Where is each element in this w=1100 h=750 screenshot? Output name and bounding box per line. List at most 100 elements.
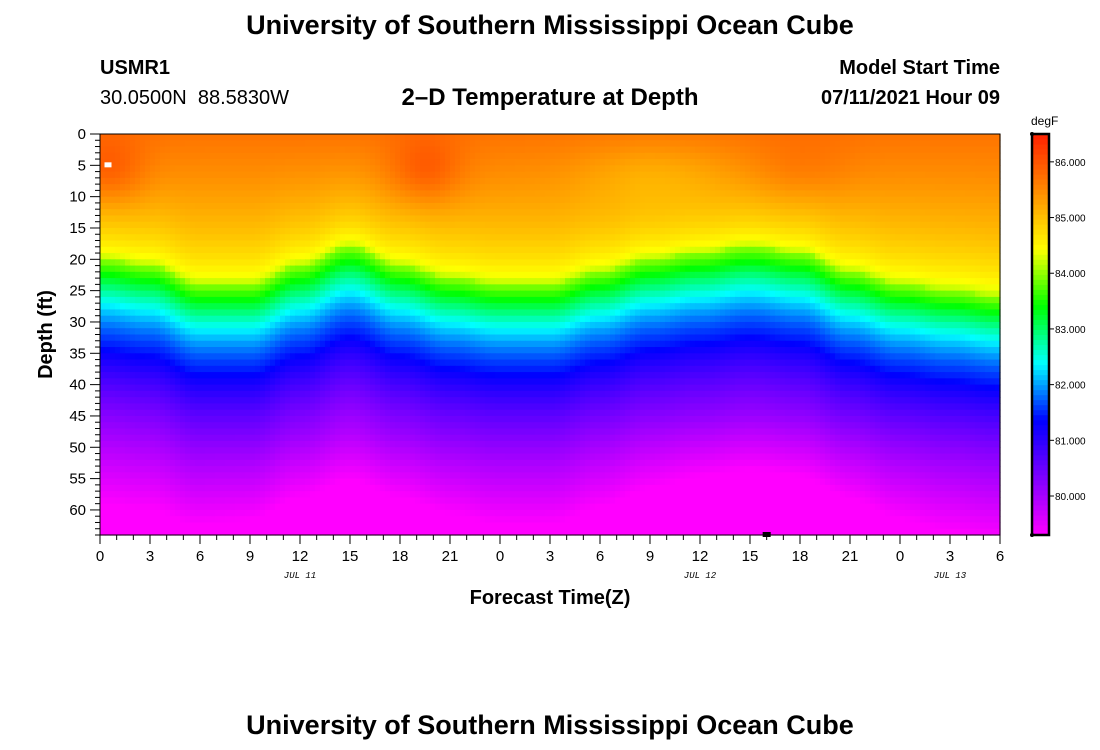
- heatmap-cell: [915, 259, 921, 267]
- heatmap-cell: [850, 253, 856, 260]
- heatmap-cell: [345, 146, 351, 154]
- heatmap-cell: [350, 140, 356, 148]
- heatmap-cell: [170, 134, 176, 141]
- heatmap-cell: [175, 259, 181, 267]
- heatmap-cell: [740, 271, 746, 279]
- heatmap-cell: [450, 234, 456, 242]
- heatmap-cell: [940, 171, 946, 179]
- heatmap-cell: [465, 215, 471, 223]
- heatmap-cell: [565, 303, 571, 311]
- heatmap-cell: [550, 209, 556, 217]
- heatmap-cell: [525, 296, 531, 304]
- heatmap-cell: [340, 177, 346, 185]
- heatmap-cell: [700, 240, 706, 248]
- heatmap-cell: [565, 290, 571, 298]
- heatmap-cell: [500, 296, 506, 304]
- heatmap-cell: [975, 278, 981, 285]
- heatmap-cell: [160, 271, 166, 279]
- heatmap-cell: [845, 284, 851, 292]
- heatmap-cell: [385, 265, 391, 273]
- heatmap-cell: [815, 227, 821, 235]
- heatmap-cell: [260, 140, 266, 148]
- heatmap-cell: [375, 265, 381, 273]
- heatmap-cell: [785, 246, 791, 254]
- heatmap-cell: [905, 146, 911, 154]
- heatmap-cell: [230, 184, 236, 191]
- heatmap-cell: [525, 190, 531, 198]
- heatmap-cell: [530, 240, 536, 248]
- heatmap-cell: [135, 171, 141, 179]
- heatmap-cell: [225, 184, 231, 191]
- heatmap-cell: [305, 146, 311, 154]
- heatmap-cell: [760, 171, 766, 179]
- heatmap-cell: [500, 265, 506, 273]
- heatmap-cell: [645, 290, 651, 298]
- heatmap-cell: [215, 296, 221, 304]
- heatmap-cell: [480, 140, 486, 148]
- heatmap-cell: [175, 290, 181, 298]
- heatmap-cell: [475, 253, 481, 260]
- heatmap-cell: [595, 171, 601, 179]
- heatmap-cell: [230, 152, 236, 160]
- heatmap-cell: [680, 290, 686, 298]
- heatmap-cell: [865, 221, 871, 229]
- heatmap-cell: [560, 190, 566, 198]
- heatmap-cell: [790, 190, 796, 198]
- heatmap-cell: [940, 265, 946, 273]
- heatmap-cell: [910, 159, 916, 166]
- heatmap-cell: [465, 227, 471, 235]
- heatmap-cell: [625, 190, 631, 198]
- heatmap-cell: [480, 271, 486, 279]
- heatmap-cell: [835, 278, 841, 285]
- heatmap-cell: [980, 227, 986, 235]
- heatmap-cell: [185, 184, 191, 191]
- heatmap-cell: [875, 265, 881, 273]
- heatmap-cell: [575, 202, 581, 210]
- heatmap-cell: [815, 265, 821, 273]
- heatmap-cell: [405, 152, 411, 160]
- heatmap-cell: [155, 253, 161, 260]
- heatmap-cell: [355, 253, 361, 260]
- heatmap-cell: [265, 221, 271, 229]
- heatmap-cell: [420, 202, 426, 210]
- heatmap-cell: [770, 296, 776, 304]
- heatmap-cell: [270, 221, 276, 229]
- heatmap-cell: [345, 190, 351, 198]
- heatmap-cell: [170, 196, 176, 204]
- heatmap-cell: [975, 159, 981, 166]
- heatmap-cell: [130, 290, 136, 298]
- heatmap-cell: [100, 227, 106, 235]
- heatmap-cell: [945, 196, 951, 204]
- heatmap-cell: [425, 284, 431, 292]
- heatmap-cell: [900, 265, 906, 273]
- heatmap-cell: [685, 278, 691, 285]
- heatmap-cell: [130, 253, 136, 260]
- heatmap-cell: [665, 227, 671, 235]
- heatmap-cell: [865, 165, 871, 173]
- heatmap-cell: [770, 202, 776, 210]
- heatmap-cell: [265, 240, 271, 248]
- heatmap-cell: [450, 271, 456, 279]
- heatmap-cell: [885, 209, 891, 217]
- heatmap-cell: [925, 177, 931, 185]
- heatmap-cell: [240, 221, 246, 229]
- heatmap-cell: [335, 202, 341, 210]
- heatmap-cell: [640, 202, 646, 210]
- heatmap-cell: [600, 253, 606, 260]
- heatmap-cell: [655, 240, 661, 248]
- heatmap-cell: [940, 259, 946, 267]
- heatmap-cell: [725, 171, 731, 179]
- heatmap-cell: [550, 215, 556, 223]
- heatmap-cell: [565, 271, 571, 279]
- heatmap-cell: [355, 177, 361, 185]
- heatmap-cell: [545, 290, 551, 298]
- heatmap-cell: [185, 190, 191, 198]
- heatmap-cell: [520, 171, 526, 179]
- heatmap-cell: [180, 253, 186, 260]
- heatmap-cell: [960, 134, 966, 141]
- heatmap-cell: [975, 165, 981, 173]
- heatmap-cell: [840, 259, 846, 267]
- heatmap-cell: [140, 202, 146, 210]
- heatmap-cell: [175, 271, 181, 279]
- heatmap-cell: [145, 234, 151, 242]
